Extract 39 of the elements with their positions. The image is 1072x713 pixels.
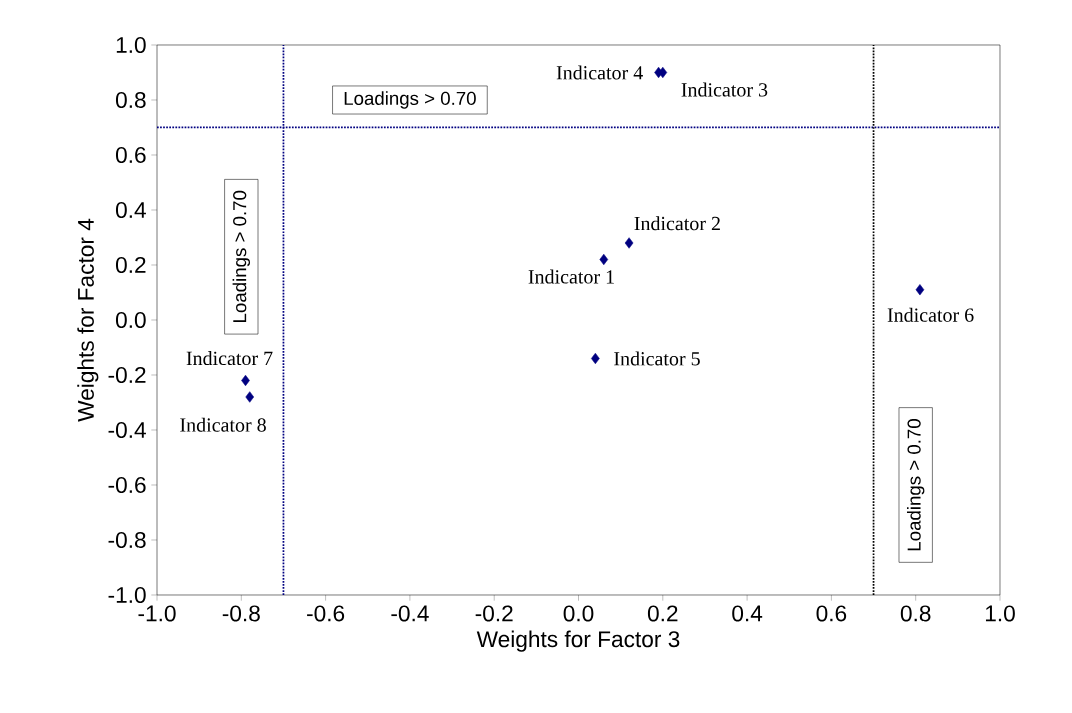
x-axis-title: Weights for Factor 3 — [476, 630, 680, 652]
x-tick-label: 0.6 — [816, 605, 847, 622]
y-tick-label: 0.6 — [115, 146, 146, 164]
x-tick-label: 0.4 — [732, 605, 763, 622]
y-tick-label: 0.0 — [115, 311, 146, 329]
y-tick-label: -1.0 — [108, 586, 146, 604]
x-tick-label: 0.0 — [563, 605, 594, 622]
y-axis-title: Weights for Factor 4 — [77, 218, 99, 422]
point — [245, 391, 254, 403]
x-tick-label: -0.2 — [475, 605, 513, 622]
x-tick-label: 0.2 — [647, 605, 678, 622]
y-tick-label: 0.8 — [115, 91, 146, 109]
x-tick-label: 1.0 — [985, 605, 1015, 622]
annotation: Indicator 7 — [186, 351, 273, 366]
ref-line-label: Loadings > 0.70 — [232, 190, 250, 322]
point — [599, 253, 609, 266]
x-tick-label: 0.8 — [900, 605, 931, 622]
y-tick-label: 0.2 — [115, 256, 146, 274]
y-tick-label: 1.0 — [116, 36, 146, 54]
annotation: Indicator 5 — [614, 351, 700, 366]
y-tick-label: 0.4 — [115, 201, 146, 219]
y-tick-label: -0.8 — [108, 531, 146, 549]
annotation: Indicator 2 — [634, 216, 720, 231]
y-tick-label: -0.6 — [108, 476, 146, 494]
point — [624, 237, 634, 249]
ref-line-label: Loadings > 0.70 — [344, 91, 476, 109]
annotation: Indicator 3 — [681, 82, 768, 97]
y-tick-label: -0.4 — [108, 421, 146, 439]
annotation: Indicator 6 — [887, 307, 974, 322]
x-tick-label: -0.4 — [391, 605, 429, 622]
x-tick-label: -0.8 — [222, 605, 260, 622]
annotation: Indicator 4 — [556, 65, 643, 80]
x-tick-label: -1.0 — [138, 605, 176, 622]
point — [915, 284, 925, 296]
x-tick-label: -0.6 — [307, 605, 345, 622]
ref-line-label: Loadings > 0.70 — [906, 419, 925, 551]
annotation: Indicator 8 — [180, 417, 266, 432]
y-tick-label: -0.2 — [108, 366, 146, 384]
annotation: Indicator 1 — [528, 269, 614, 284]
